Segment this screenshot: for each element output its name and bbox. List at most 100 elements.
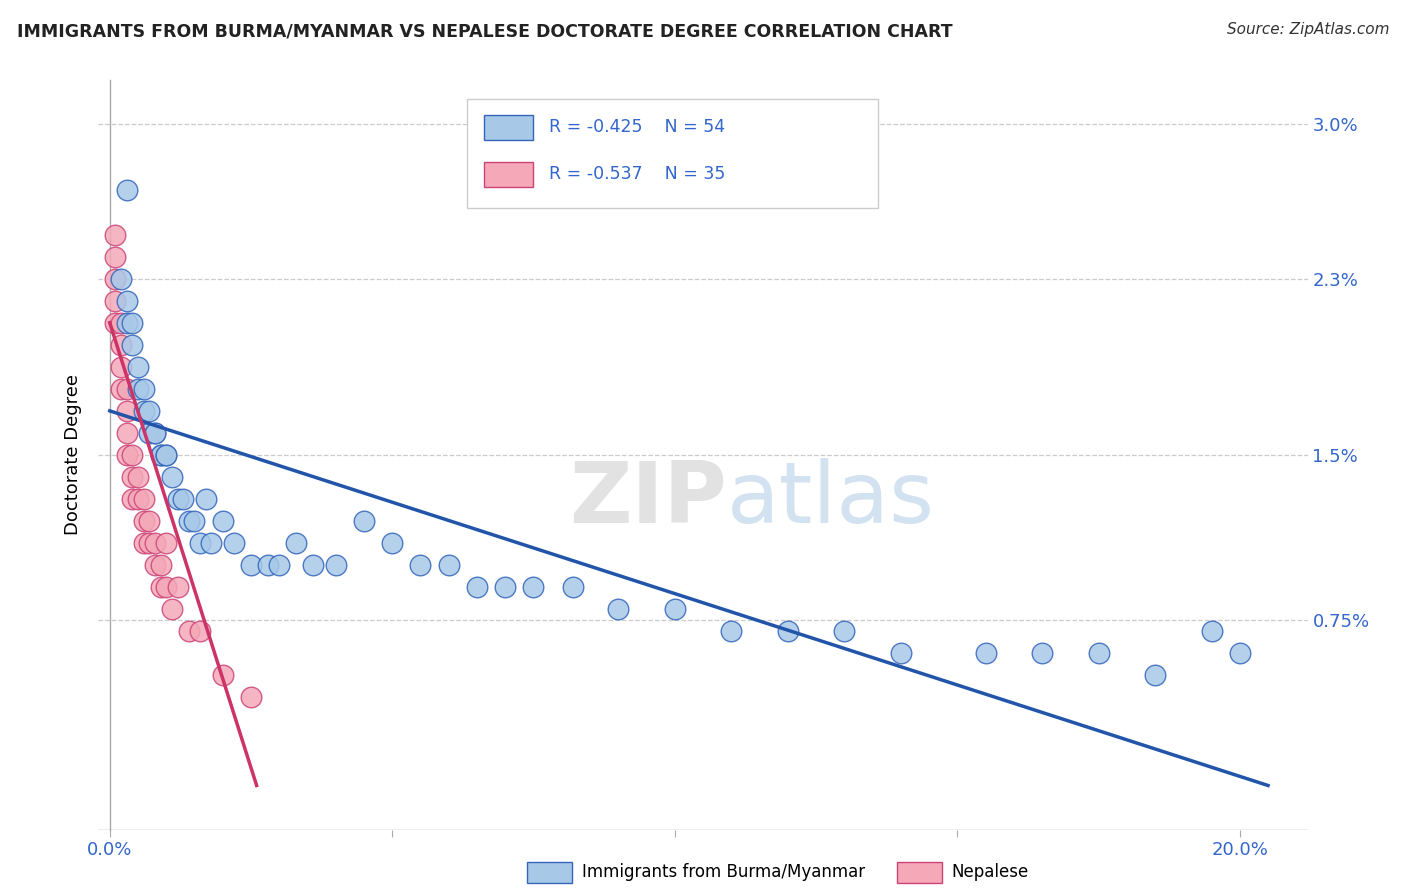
Point	[353, 514, 375, 528]
Point	[285, 536, 308, 550]
Text: ZIP: ZIP	[569, 458, 727, 541]
Point	[522, 580, 544, 594]
Point	[104, 271, 127, 285]
Point	[269, 558, 291, 573]
Point	[115, 425, 138, 440]
Point	[222, 536, 245, 550]
Point	[110, 359, 132, 374]
Point	[194, 491, 217, 506]
Text: IMMIGRANTS FROM BURMA/MYANMAR VS NEPALESE DOCTORATE DEGREE CORRELATION CHART: IMMIGRANTS FROM BURMA/MYANMAR VS NEPALES…	[17, 22, 952, 40]
Point	[149, 558, 172, 573]
Point	[160, 602, 183, 616]
Point	[127, 470, 149, 484]
Point	[302, 558, 325, 573]
Point	[127, 359, 149, 374]
Point	[110, 382, 132, 396]
Text: Nepalese: Nepalese	[952, 863, 1029, 881]
Point	[127, 382, 149, 396]
Point	[494, 580, 516, 594]
Point	[155, 448, 177, 462]
Point	[121, 491, 143, 506]
Point	[121, 448, 143, 462]
Point	[104, 250, 127, 264]
Point	[155, 448, 177, 462]
Point	[974, 646, 997, 660]
Point	[138, 536, 160, 550]
Point	[155, 536, 177, 550]
Point	[1143, 668, 1166, 682]
Point	[149, 448, 172, 462]
FancyBboxPatch shape	[467, 99, 879, 208]
Point	[409, 558, 432, 573]
Point	[115, 382, 138, 396]
Point	[121, 316, 143, 330]
Point	[121, 470, 143, 484]
Point	[257, 558, 280, 573]
Point	[1087, 646, 1109, 660]
Text: R = -0.425    N = 54: R = -0.425 N = 54	[550, 118, 725, 136]
Text: Source: ZipAtlas.com: Source: ZipAtlas.com	[1226, 22, 1389, 37]
Point	[115, 448, 138, 462]
Point	[132, 404, 155, 418]
Point	[211, 668, 233, 682]
FancyBboxPatch shape	[484, 162, 533, 187]
Point	[776, 624, 799, 639]
Text: atlas: atlas	[727, 458, 935, 541]
Point	[155, 580, 177, 594]
Point	[143, 425, 166, 440]
Point	[664, 602, 686, 616]
Point	[110, 316, 132, 330]
Point	[832, 624, 855, 639]
Point	[1201, 624, 1223, 639]
Point	[607, 602, 630, 616]
Point	[562, 580, 585, 594]
Text: R = -0.537    N = 35: R = -0.537 N = 35	[550, 165, 725, 183]
Point	[177, 514, 200, 528]
Point	[172, 491, 194, 506]
Point	[1031, 646, 1053, 660]
Point	[115, 404, 138, 418]
Point	[890, 646, 912, 660]
Point	[138, 404, 160, 418]
Point	[465, 580, 488, 594]
Point	[115, 293, 138, 308]
Point	[381, 536, 404, 550]
Point	[110, 271, 132, 285]
Point	[1229, 646, 1251, 660]
Point	[143, 425, 166, 440]
Point	[110, 337, 132, 351]
Point	[720, 624, 742, 639]
Point	[183, 514, 205, 528]
Point	[138, 514, 160, 528]
Y-axis label: Doctorate Degree: Doctorate Degree	[65, 375, 83, 535]
Point	[104, 227, 127, 242]
Point	[138, 425, 160, 440]
Point	[143, 558, 166, 573]
Point	[437, 558, 460, 573]
Point	[240, 690, 263, 705]
Point	[143, 536, 166, 550]
Point	[132, 491, 155, 506]
Point	[132, 514, 155, 528]
Point	[160, 470, 183, 484]
Point	[132, 382, 155, 396]
Point	[166, 491, 188, 506]
Point	[121, 337, 143, 351]
Point	[188, 536, 211, 550]
Point	[115, 184, 138, 198]
FancyBboxPatch shape	[484, 115, 533, 140]
Point	[149, 580, 172, 594]
Point	[104, 316, 127, 330]
Point	[104, 293, 127, 308]
Point	[325, 558, 347, 573]
Point	[200, 536, 222, 550]
Point	[166, 580, 188, 594]
Point	[115, 316, 138, 330]
Point	[132, 536, 155, 550]
Point	[149, 448, 172, 462]
Text: Immigrants from Burma/Myanmar: Immigrants from Burma/Myanmar	[582, 863, 865, 881]
Point	[127, 491, 149, 506]
Point	[240, 558, 263, 573]
Point	[177, 624, 200, 639]
Point	[188, 624, 211, 639]
